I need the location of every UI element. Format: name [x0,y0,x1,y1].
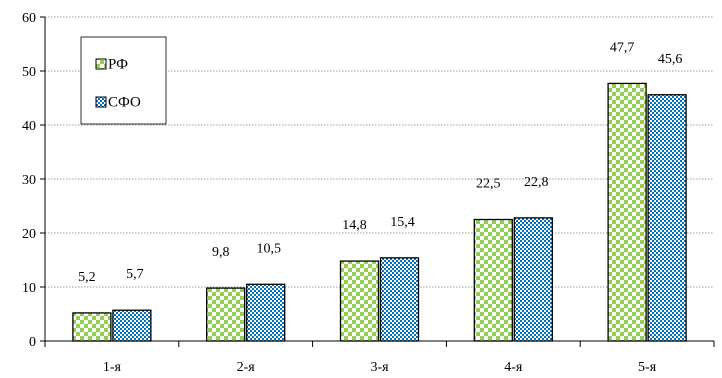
bar-rf [607,82,647,342]
x-tick-label: 1-я [103,360,122,375]
data-label: 22,5 [476,177,501,192]
axes: 0 10 20 30 40 50 60 1-я 2-я 3-я 4-я 5-я [22,11,715,375]
x-tick-label: 2-я [237,360,256,375]
x-tick-label: 3-я [370,360,389,375]
data-labels: 5,2 5,7 9,8 10,5 14,8 15,4 22,5 22,8 47,7 45,6 [78,40,682,285]
data-label: 14,8 [342,218,367,233]
data-label: 45,6 [658,52,683,67]
bars [72,82,687,342]
legend-box [80,36,167,125]
y-tick-label: 10 [22,281,36,296]
legend-label-rf: РФ [108,57,128,73]
data-label: 9,8 [212,245,230,260]
y-tick-label: 30 [22,173,36,188]
data-label: 5,7 [126,267,144,282]
bar-rf [339,260,380,342]
data-label: 47,7 [610,40,635,55]
bar-sfo [379,257,420,342]
legend-label-sfo: СФО [108,95,141,111]
x-tick-label: 5-я [638,360,657,375]
legend-swatch-rf [95,58,107,70]
legend: РФ СФО [80,36,167,125]
bar-sfo [246,283,286,342]
y-tick-label: 40 [22,119,36,134]
grid-lines [45,16,714,288]
bar-sfo [112,309,152,342]
bar-rf [206,287,246,342]
bar-rf [72,312,112,342]
data-label: 10,5 [256,241,281,256]
bar-sfo [513,217,553,342]
data-label: 22,8 [524,175,549,190]
y-tick-label: 0 [29,335,36,350]
bar-sfo [647,94,687,342]
y-tick-label: 60 [22,11,36,26]
data-label: 5,2 [78,270,96,285]
y-tick-label: 20 [22,227,36,242]
y-tick-label: 50 [22,65,36,80]
bar-rf [473,218,513,342]
legend-swatch-sfo [95,96,107,108]
x-tick-label: 4-я [504,360,523,375]
data-label: 15,4 [390,215,415,230]
